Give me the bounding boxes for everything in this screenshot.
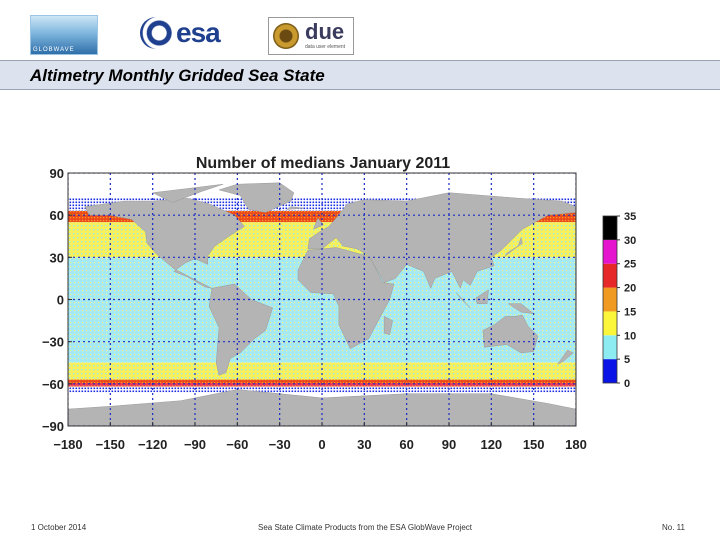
- colorbar-tick-label: 30: [624, 235, 636, 247]
- land-9: [313, 217, 324, 230]
- globwave-logo: GLOBWAVE: [30, 15, 98, 55]
- land-15: [151, 183, 224, 203]
- colorbar-swatch: [603, 216, 617, 240]
- footer-caption: Sea State Climate Products from the ESA …: [258, 523, 473, 532]
- colorbar-swatch: [603, 263, 617, 288]
- map-area: [68, 173, 576, 426]
- sea-state-chart: Number of medians January 2011 −180 −150−…: [42, 155, 636, 452]
- continents: [68, 182, 576, 426]
- x-tick-label: 90: [442, 437, 456, 452]
- esa-mark-icon: [140, 17, 172, 49]
- x-tick-label: 120: [480, 437, 502, 452]
- colorbar-tick-label: 25: [624, 259, 636, 271]
- land-2: [218, 182, 295, 213]
- colorbar-swatch: [603, 287, 617, 312]
- x-tick-label: 60: [399, 437, 413, 452]
- colorbar-swatch: [603, 335, 617, 360]
- colorbar-tick-label: 10: [624, 330, 636, 342]
- colorbar: 0 5 10 15 20 25 30 35: [602, 211, 636, 390]
- colorbar-tick-label: 20: [624, 283, 636, 295]
- x-tick-label: −150: [96, 437, 125, 452]
- land-14: [557, 349, 574, 365]
- land-7: [383, 315, 393, 335]
- colorbar-frame: [602, 215, 618, 384]
- colorbar-tick-label: 35: [624, 211, 636, 223]
- x-tick-label: −120: [138, 437, 167, 452]
- x-tick-label: −30: [269, 437, 291, 452]
- land-1: [208, 283, 273, 376]
- land-10: [455, 292, 471, 309]
- slide-title: Altimetry Monthly Gridded Sea State: [30, 66, 325, 85]
- land-8: [505, 236, 523, 257]
- land-11: [475, 289, 489, 304]
- esa-logo: esa: [140, 16, 221, 50]
- x-tick-label: −180: [53, 437, 82, 452]
- chart-title: Number of medians January 2011: [196, 155, 450, 172]
- land-4: [297, 247, 395, 350]
- x-tick-label: 150: [523, 437, 545, 452]
- due-logo-subtext: data user element: [305, 44, 346, 50]
- latitude-band-1: [68, 210, 576, 223]
- grid-lines: [68, 173, 576, 426]
- slide-title-bar: Altimetry Monthly Gridded Sea State: [0, 60, 720, 90]
- due-logo: due data user element: [268, 17, 354, 55]
- globwave-logo-text: GLOBWAVE: [33, 47, 75, 53]
- land-0: [84, 198, 245, 289]
- colorbar-tick-label: 0: [624, 378, 630, 390]
- footer-date: 1 October 2014: [31, 523, 87, 532]
- latitude-band-6: [68, 362, 576, 380]
- y-tick-label: 60: [50, 208, 64, 223]
- footer-page-number: No. 11: [662, 523, 685, 532]
- esa-logo-text: esa: [176, 17, 221, 48]
- due-logo-text: due: [305, 19, 345, 44]
- y-tick-label: 30: [50, 250, 64, 265]
- land-5: [482, 314, 539, 354]
- y-tick-label: −90: [42, 419, 64, 434]
- y-tick-label: 0: [57, 293, 64, 308]
- colorbar-swatch: [603, 311, 617, 336]
- x-tick-label: −60: [226, 437, 248, 452]
- gear-icon: [273, 23, 299, 49]
- land-13: [286, 206, 304, 210]
- y-tick-label: 90: [50, 166, 64, 181]
- colorbar-tick-label: 15: [624, 306, 636, 318]
- colorbar-swatch: [603, 239, 617, 264]
- x-axis-ticks: −180 −150 −120 −90 −60 −30 0 30 60 90 120 150 180: [53, 422, 587, 452]
- y-tick-label: −30: [42, 335, 64, 350]
- latitude-band-5: [68, 341, 576, 363]
- colorbar-swatch: [603, 359, 617, 383]
- x-tick-label: 30: [357, 437, 371, 452]
- y-tick-label: −60: [42, 377, 64, 392]
- x-tick-label: 180: [565, 437, 587, 452]
- logo-bar: GLOBWAVE esa due data user element: [0, 0, 720, 60]
- y-axis-ticks: 90 60 30 0 −30 −60 −90: [42, 166, 72, 434]
- x-tick-label: 0: [318, 437, 325, 452]
- x-tick-label: −90: [184, 437, 206, 452]
- colorbar-tick-label: 5: [624, 354, 630, 366]
